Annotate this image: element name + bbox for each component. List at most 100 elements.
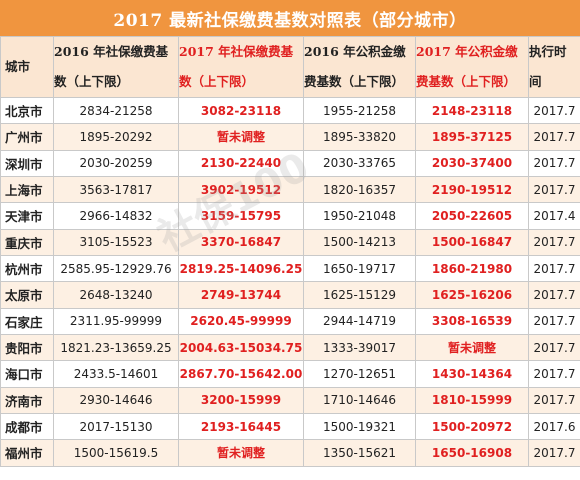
table-row: 石家庄 2311.95-99999 2620.45-99999 2944-14719 3… [0,307,580,335]
table-row: 福州市 1500-15619.5 暂未调整 1350-15621 1650-16908 2… [0,439,580,467]
cell-city: 福州市 [0,439,54,467]
cell-fund-2016: 1500-14213 [303,228,416,256]
cell-fund-2016: 1820-16357 [303,175,416,204]
cell-social-2017: 暂未调整 [178,439,304,467]
cell-effective-date: 2017.6 [528,412,580,441]
cell-social-2016: 2648-13240 [53,281,179,309]
cell-social-2016: 1895-20292 [53,123,179,151]
cell-social-2017: 2004.63-15034.75 [178,333,304,362]
cell-social-2016: 2433.5-14601 [53,360,179,388]
cell-social-2016: 1500-15619.5 [53,439,179,467]
cell-social-2017: 3159-15795 [178,202,304,230]
cell-city: 济南市 [0,386,54,414]
table-row: 重庆市 3105-15523 3370-16847 1500-14213 1500-16… [0,228,580,256]
cell-fund-2016: 1650-19717 [303,254,416,283]
cell-fund-2016: 1333-39017 [303,333,416,362]
cell-city: 贵阳市 [0,333,54,362]
cell-effective-date: 2017.7 [528,386,580,414]
table-row: 杭州市 2585.95-12929.76 2819.25-14096.25 1650-… [0,254,580,283]
cell-city: 重庆市 [0,228,54,256]
table-row: 天津市 2966-14832 3159-15795 1950-21048 2050-22… [0,202,580,230]
cell-fund-2017: 3308-16539 [415,307,529,335]
cell-fund-2017: 1430-14364 [415,360,529,388]
cell-effective-date: 2017.7 [528,281,580,309]
cell-social-2017: 2819.25-14096.25 [178,254,304,283]
cell-social-2016: 1821.23-13659.25 [53,333,179,362]
table-row: 海口市 2433.5-14601 2867.70-15642.00 1270-1265… [0,360,580,388]
cell-social-2016: 3105-15523 [53,228,179,256]
cell-fund-2017: 2050-22605 [415,202,529,230]
table-row: 广州市 1895-20292 暂未调整 1895-33820 1895-37125 201… [0,123,580,151]
cell-city: 石家庄 [0,307,54,335]
cell-fund-2016: 1625-15129 [303,281,416,309]
cell-fund-2017: 暂未调整 [415,333,529,362]
cell-social-2017: 2867.70-15642.00 [178,360,304,388]
cell-fund-2016: 1955-21258 [303,96,416,125]
cell-social-2016: 2311.95-99999 [53,307,179,335]
cell-social-2016: 2030-20259 [53,149,179,177]
header-row: 城市 2016 年社保缴费基 数（上下限） 2017 年社保缴费基 数（上下限） 2… [0,36,580,98]
cell-effective-date: 2017.7 [528,439,580,467]
cell-fund-2017: 1625-16206 [415,281,529,309]
cell-effective-date: 2017.7 [528,96,580,125]
header-social-2017: 2017 年社保缴费基 数（上下限） [178,36,304,98]
cell-city: 上海市 [0,175,54,204]
cell-city: 广州市 [0,123,54,151]
cell-social-2016: 2585.95-12929.76 [53,254,179,283]
cell-social-2017: 2130-22440 [178,149,304,177]
cell-social-2016: 2017-15130 [53,412,179,441]
table-row: 上海市 3563-17817 3902-19512 1820-16357 2190-19… [0,175,580,204]
cell-effective-date: 2017.7 [528,228,580,256]
header-city: 城市 [0,36,54,98]
cell-social-2016: 2930-14646 [53,386,179,414]
cell-effective-date: 2017.7 [528,175,580,204]
cell-fund-2017: 1650-16908 [415,439,529,467]
cell-city: 天津市 [0,202,54,230]
cell-fund-2017: 1860-21980 [415,254,529,283]
cell-effective-date: 2017.4 [528,202,580,230]
cell-fund-2017: 1895-37125 [415,123,529,151]
cell-social-2017: 3082-23118 [178,96,304,125]
table-row: 成都市 2017-15130 2193-16445 1500-19321 1500-20… [0,412,580,441]
cell-social-2016: 2966-14832 [53,202,179,230]
cell-social-2017: 3370-16847 [178,228,304,256]
table-row: 太原市 2648-13240 2749-13744 1625-15129 1625-16… [0,281,580,309]
cell-social-2017: 2749-13744 [178,281,304,309]
table-row: 贵阳市 1821.23-13659.25 2004.63-15034.75 1333-… [0,333,580,362]
table-row: 济南市 2930-14646 3200-15999 1710-14646 1810-15… [0,386,580,414]
cell-fund-2016: 2944-14719 [303,307,416,335]
cell-fund-2016: 1270-12651 [303,360,416,388]
cell-city: 北京市 [0,96,54,125]
cell-fund-2016: 1710-14646 [303,386,416,414]
table-title: 2017 最新社保缴费基数对照表（部分城市） [0,0,580,36]
cell-social-2017: 2193-16445 [178,412,304,441]
header-social-2016: 2016 年社保缴费基 数（上下限） [53,36,179,98]
cell-city: 海口市 [0,360,54,388]
cell-fund-2017: 1500-16847 [415,228,529,256]
cell-social-2016: 2834-21258 [53,96,179,125]
table-row: 北京市 2834-21258 3082-23118 1955-21258 2148-23… [0,96,580,125]
cell-fund-2017: 2148-23118 [415,96,529,125]
cell-social-2017: 2620.45-99999 [178,307,304,335]
header-effective-date: 执行时间 [528,36,580,98]
cell-effective-date: 2017.7 [528,149,580,177]
cell-fund-2017: 2030-37400 [415,149,529,177]
cell-fund-2016: 1950-21048 [303,202,416,230]
cell-fund-2016: 1500-19321 [303,412,416,441]
cell-social-2017: 3902-19512 [178,175,304,204]
cell-city: 太原市 [0,281,54,309]
cell-effective-date: 2017.7 [528,360,580,388]
cell-social-2017: 暂未调整 [178,123,304,151]
header-fund-2017: 2017 年公积金缴 费基数（上下限） [415,36,529,98]
cell-city: 成都市 [0,412,54,441]
cell-fund-2016: 1350-15621 [303,439,416,467]
cell-fund-2017: 2190-19512 [415,175,529,204]
cell-effective-date: 2017.7 [528,307,580,335]
cell-fund-2016: 1895-33820 [303,123,416,151]
cell-effective-date: 2017.7 [528,333,580,362]
cell-fund-2017: 1810-15999 [415,386,529,414]
social-security-table: 城市 2016 年社保缴费基 数（上下限） 2017 年社保缴费基 数（上下限） 2… [0,36,580,467]
cell-city: 杭州市 [0,254,54,283]
cell-social-2016: 3563-17817 [53,175,179,204]
cell-fund-2016: 2030-33765 [303,149,416,177]
